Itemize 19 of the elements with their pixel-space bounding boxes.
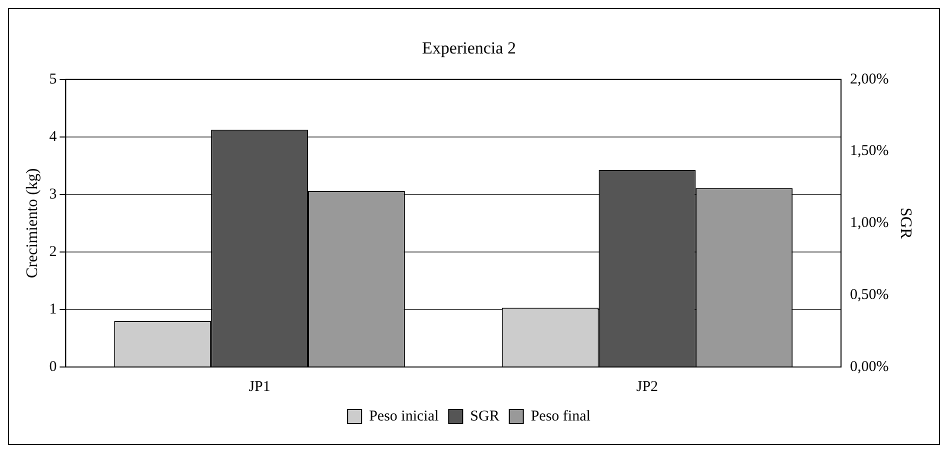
y2-tick-label: 1,50% [850, 143, 889, 160]
y-tick-label: 3 [49, 186, 57, 202]
y-tick-label: 1 [49, 301, 57, 318]
y-tick-label: 5 [49, 71, 57, 88]
y2-tick-label: 0,00% [850, 358, 889, 375]
x-tick-label: JP1 [248, 378, 270, 395]
y-tick-label: 4 [49, 128, 58, 145]
y2-tick-label: 1,00% [850, 215, 889, 232]
y-axis-title: Crecimiento (kg) [24, 168, 41, 278]
y2-tick-label: 2,00% [850, 71, 889, 88]
chart-title: Experiencia 2 [422, 38, 516, 58]
y2-tick-label: 0,50% [850, 287, 889, 304]
legend-label: Peso inicial [369, 408, 439, 424]
legend-label: SGR [470, 408, 500, 424]
y-tick-label: 2 [49, 244, 57, 260]
legend-label: Peso final [530, 408, 590, 424]
x-tick-label: JP2 [636, 378, 658, 395]
y2-axis-title: SGR [897, 208, 914, 240]
y-tick-label: 0 [49, 358, 57, 375]
